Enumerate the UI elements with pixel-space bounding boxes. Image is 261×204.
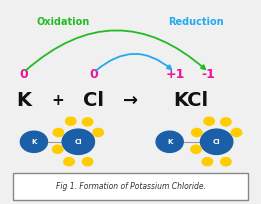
- Text: K: K: [31, 139, 37, 145]
- Text: Cl: Cl: [84, 91, 104, 111]
- Circle shape: [221, 118, 231, 126]
- Circle shape: [204, 117, 214, 125]
- Text: -1: -1: [202, 68, 216, 81]
- Circle shape: [191, 145, 201, 153]
- Text: K: K: [167, 139, 172, 145]
- Circle shape: [62, 129, 94, 154]
- Text: Oxidation: Oxidation: [36, 17, 89, 28]
- Text: Reduction: Reduction: [168, 17, 224, 28]
- Circle shape: [20, 131, 48, 152]
- Circle shape: [52, 145, 63, 153]
- Circle shape: [82, 157, 93, 166]
- Text: +1: +1: [165, 68, 185, 81]
- Circle shape: [53, 129, 64, 137]
- Text: 0: 0: [90, 68, 98, 81]
- Circle shape: [93, 129, 103, 137]
- Text: Fig 1. Formation of Potassium Chloride.: Fig 1. Formation of Potassium Chloride.: [56, 182, 205, 191]
- Circle shape: [221, 157, 231, 166]
- Text: 0: 0: [19, 68, 28, 81]
- Text: KCl: KCl: [173, 91, 208, 111]
- Text: Cl: Cl: [213, 139, 221, 145]
- Circle shape: [156, 131, 183, 152]
- Circle shape: [231, 129, 242, 137]
- Circle shape: [192, 129, 202, 137]
- Circle shape: [200, 129, 233, 154]
- Circle shape: [202, 157, 213, 166]
- Circle shape: [64, 157, 74, 166]
- Text: +: +: [51, 93, 64, 109]
- Text: K: K: [16, 91, 31, 111]
- Circle shape: [82, 118, 93, 126]
- Text: Cl: Cl: [74, 139, 82, 145]
- Text: →: →: [123, 92, 138, 110]
- FancyBboxPatch shape: [13, 173, 248, 200]
- Circle shape: [66, 117, 76, 125]
